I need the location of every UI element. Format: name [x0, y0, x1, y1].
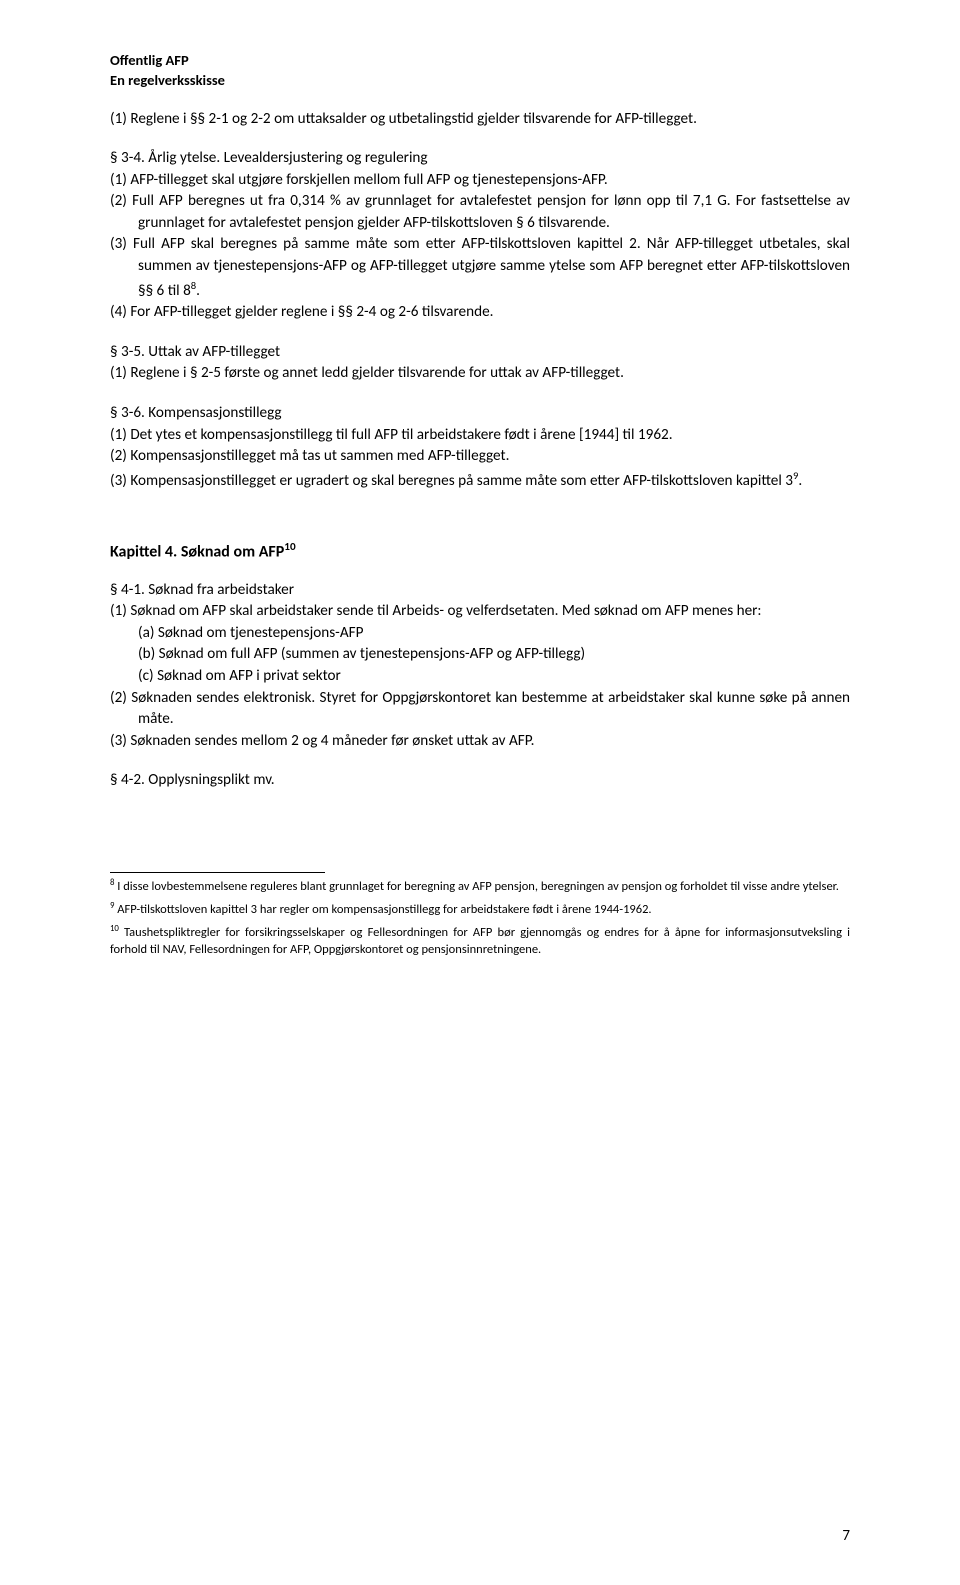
- s36-p2: (2) Kompensasjonstillegget må tas ut sam…: [110, 446, 850, 468]
- section-3-4-title: § 3-4. Årlig ytelse. Levealdersjustering…: [110, 148, 850, 170]
- footnote-separator: [110, 872, 325, 873]
- doc-header-line1: Offentlig AFP: [110, 50, 850, 70]
- footnote-8: 8 I disse lovbestemmelsene reguleres bla…: [110, 878, 850, 896]
- footnote-9-text: AFP-tilskottsloven kapittel 3 har regler…: [114, 902, 651, 917]
- s41-p1: (1) Søknad om AFP skal arbeidstaker send…: [110, 601, 850, 623]
- footnote-10: 10 Taushetspliktregler for forsikringsse…: [110, 924, 850, 959]
- section-4-1-title: § 4-1. Søknad fra arbeidstaker: [110, 580, 850, 602]
- s34-p3-text-b: .: [196, 282, 200, 300]
- s35-p1: (1) Reglene i § 2-5 første og annet ledd…: [110, 363, 850, 385]
- s41-p2: (2) Søknaden sendes elektronisk. Styret …: [110, 688, 850, 731]
- section-4-2-title: § 4-2. Opplysningsplikt mv.: [110, 770, 850, 792]
- s36-p1: (1) Det ytes et kompensasjonstillegg til…: [110, 425, 850, 447]
- page-number: 7: [842, 1527, 850, 1545]
- s34-p4: (4) For AFP-tillegget gjelder reglene i …: [110, 302, 850, 324]
- s41-a: (a) Søknad om tjenestepensjons-AFP: [110, 623, 850, 645]
- s41-c: (c) Søknad om AFP i privat sektor: [110, 666, 850, 688]
- s34-p3: (3) Full AFP skal beregnes på samme måte…: [110, 234, 850, 302]
- section-3-6-title: § 3-6. Kompensasjonstillegg: [110, 403, 850, 425]
- footnote-10-num: 10: [110, 924, 119, 934]
- s36-p3-text-b: .: [798, 472, 802, 490]
- footnote-ref-10: 10: [284, 540, 295, 554]
- doc-header-line2: En regelverksskisse: [110, 70, 850, 90]
- intro-paragraph: (1) Reglene i §§ 2-1 og 2-2 om uttaksald…: [110, 109, 850, 131]
- footnote-10-text: Taushetspliktregler for forsikringsselsk…: [110, 925, 850, 957]
- footnote-9: 9 AFP-tilskottsloven kapittel 3 har regl…: [110, 901, 850, 919]
- s41-p3: (3) Søknaden sendes mellom 2 og 4 månede…: [110, 731, 850, 753]
- chapter-4-title-text: Kapittel 4. Søknad om AFP: [110, 543, 284, 562]
- s41-b: (b) Søknad om full AFP (summen av tjenes…: [110, 644, 850, 666]
- footnote-8-text: I disse lovbestemmelsene reguleres blant…: [114, 879, 838, 894]
- chapter-4-title: Kapittel 4. Søknad om AFP10: [110, 540, 850, 561]
- section-3-5-title: § 3-5. Uttak av AFP-tillegget: [110, 342, 850, 364]
- s34-p1: (1) AFP-tillegget skal utgjøre forskjell…: [110, 170, 850, 192]
- s36-p3-text-a: (3) Kompensasjonstillegget er ugradert o…: [110, 472, 793, 490]
- s36-p3: (3) Kompensasjonstillegget er ugradert o…: [110, 468, 850, 493]
- s34-p2: (2) Full AFP beregnes ut fra 0,314 % av …: [110, 191, 850, 234]
- s34-p3-text-a: (3) Full AFP skal beregnes på samme måte…: [110, 235, 850, 299]
